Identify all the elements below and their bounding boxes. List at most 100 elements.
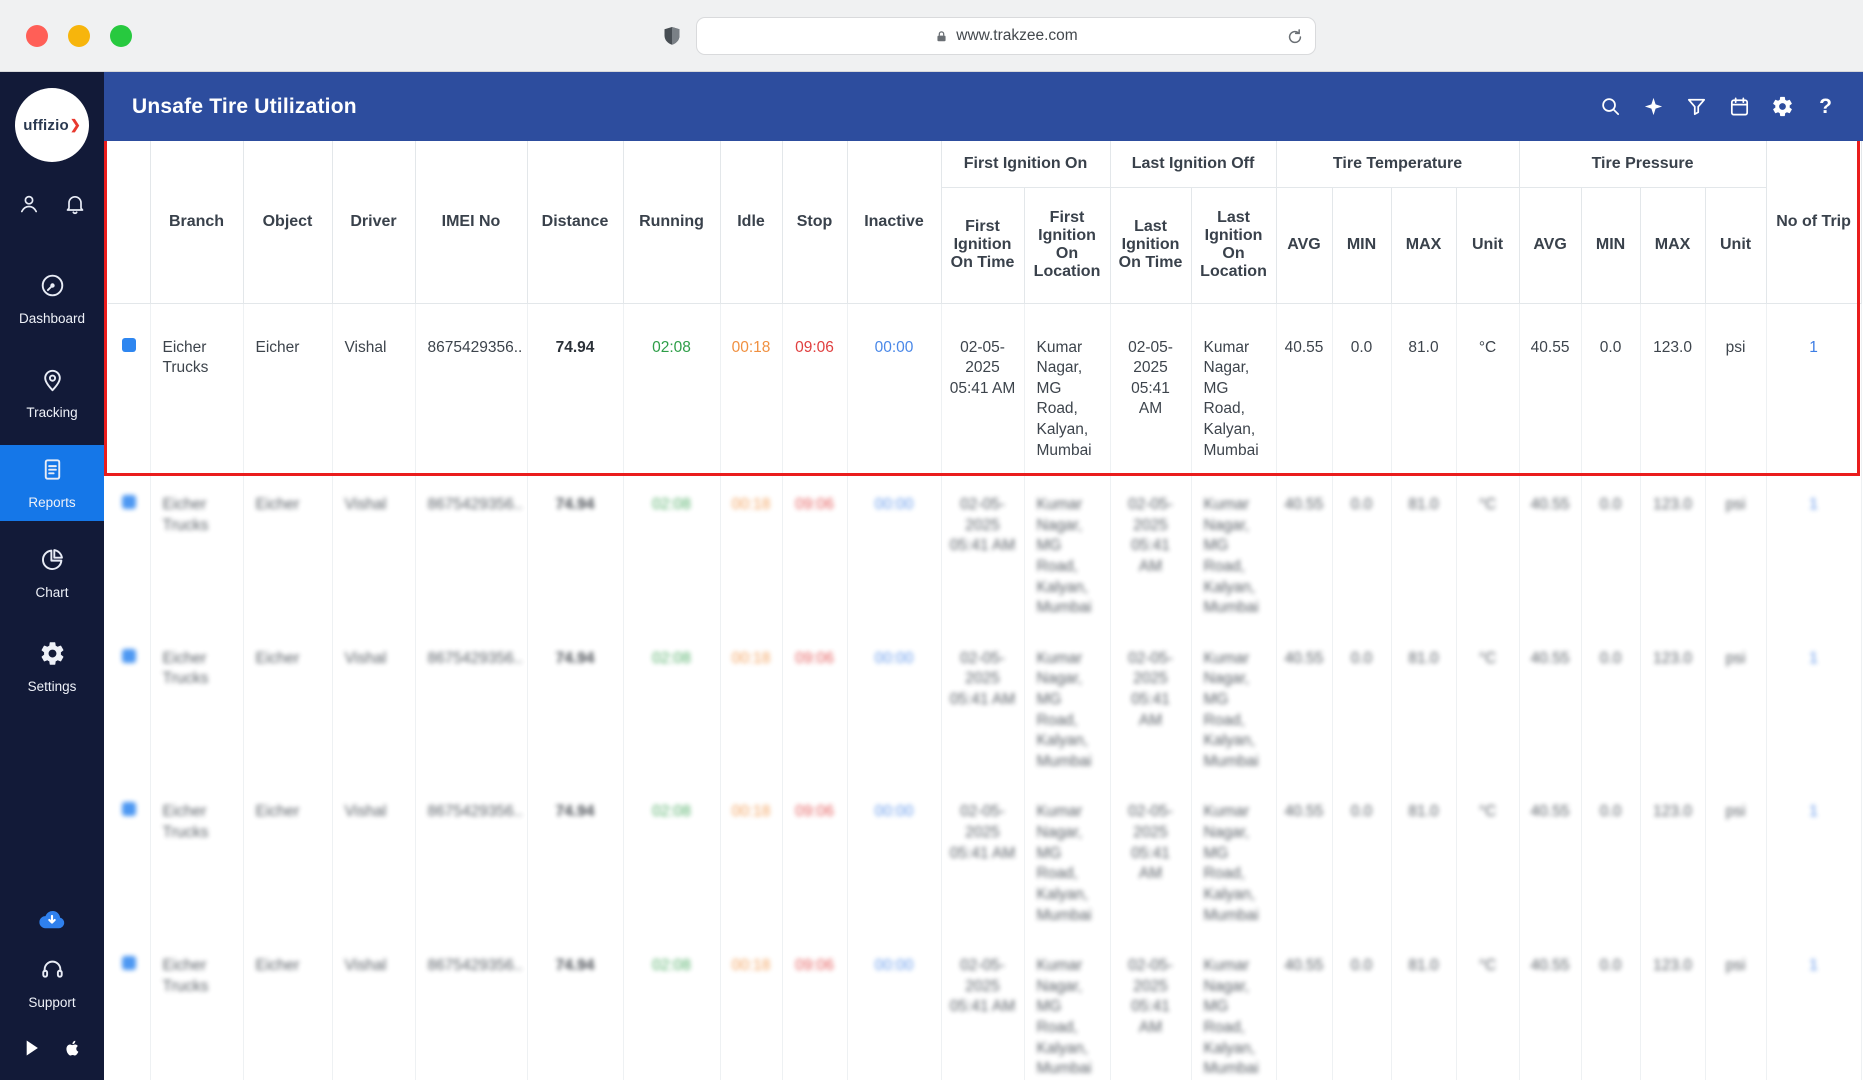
vehicle-icon[interactable] bbox=[121, 956, 136, 971]
cell-temp-max: 81.0 bbox=[1391, 475, 1457, 629]
settings-gear-icon[interactable] bbox=[1771, 95, 1794, 118]
user-icon[interactable] bbox=[17, 192, 41, 221]
cell-distance: 74.94 bbox=[527, 303, 624, 476]
window-close-button[interactable] bbox=[26, 24, 48, 47]
col-header-temp-unit: Unit bbox=[1456, 187, 1520, 304]
cell-object: Eicher bbox=[243, 936, 333, 1080]
help-icon[interactable]: ? bbox=[1819, 94, 1832, 118]
filter-icon[interactable] bbox=[1685, 95, 1708, 118]
cell-first-ignition-time: 02-05-2025 05:41 AM bbox=[941, 936, 1025, 1080]
col-header-object: Object bbox=[243, 141, 333, 304]
cell-first-ignition-time: 02-05-2025 05:41 AM bbox=[941, 303, 1025, 476]
apple-icon[interactable] bbox=[61, 1037, 83, 1064]
cell-vehicle bbox=[108, 303, 151, 476]
cloud-download-icon[interactable] bbox=[35, 902, 69, 941]
trip-count-link[interactable]: 1 bbox=[1766, 303, 1862, 476]
search-icon[interactable] bbox=[1599, 95, 1622, 118]
trip-count-link[interactable]: 1 bbox=[1766, 628, 1862, 783]
favorites-star-icon[interactable] bbox=[1642, 95, 1665, 118]
cell-first-ignition-time: 02-05-2025 05:41 AM bbox=[941, 782, 1025, 937]
report-table: Branch Object Driver IMEI No Distance Ru… bbox=[108, 141, 1862, 1080]
cell-pressure-min: 0.0 bbox=[1581, 303, 1641, 476]
cell-temp-avg: 40.55 bbox=[1276, 628, 1333, 783]
cell-temp-unit: °C bbox=[1456, 782, 1520, 937]
schedule-calendar-icon[interactable] bbox=[1728, 95, 1751, 118]
cell-last-ignition-location: Kumar Nagar, MG Road, Kalyan, Mumbai bbox=[1191, 782, 1277, 937]
col-header-pressure-min: MIN bbox=[1581, 187, 1641, 304]
cell-branch: Eicher Trucks bbox=[150, 782, 244, 937]
vehicle-icon[interactable] bbox=[121, 337, 136, 352]
cell-temp-max: 81.0 bbox=[1391, 782, 1457, 937]
cell-pressure-avg: 40.55 bbox=[1519, 782, 1582, 937]
sidebar-item-settings[interactable]: Settings bbox=[0, 629, 104, 705]
vehicle-icon[interactable] bbox=[121, 495, 136, 510]
window-minimize-button[interactable] bbox=[68, 24, 90, 47]
trip-count-link[interactable]: 1 bbox=[1766, 475, 1862, 629]
sidebar-item-dashboard[interactable]: Dashboard bbox=[0, 261, 104, 337]
cell-stop: 09:06 bbox=[782, 303, 848, 476]
cell-inactive: 00:00 bbox=[847, 475, 942, 629]
app-header: Unsafe Tire Utilization ? bbox=[104, 72, 1863, 141]
vehicle-icon[interactable] bbox=[121, 648, 136, 663]
group-header-tire-temperature: Tire Temperature bbox=[1276, 141, 1520, 188]
cell-pressure-unit: psi bbox=[1705, 782, 1767, 937]
map-pin-icon bbox=[39, 366, 66, 398]
table-row[interactable]: Eicher Trucks Eicher Vishal 8675429356..… bbox=[108, 936, 1862, 1080]
cell-first-ignition-time: 02-05-2025 05:41 AM bbox=[941, 475, 1025, 629]
col-header-no-of-trip: No of Trip bbox=[1766, 141, 1862, 304]
cell-temp-min: 0.0 bbox=[1332, 628, 1392, 783]
trip-count-link[interactable]: 1 bbox=[1766, 782, 1862, 937]
cell-distance: 74.94 bbox=[527, 782, 624, 937]
cell-pressure-unit: psi bbox=[1705, 628, 1767, 783]
cell-distance: 74.94 bbox=[527, 936, 624, 1080]
cell-pressure-min: 0.0 bbox=[1581, 782, 1641, 937]
sidebar-item-chart[interactable]: Chart bbox=[0, 535, 104, 611]
sidebar-item-support[interactable]: Support bbox=[0, 945, 104, 1021]
cell-branch: Eicher Trucks bbox=[150, 303, 244, 476]
cell-imei: 8675429356.. bbox=[415, 628, 528, 783]
cell-temp-max: 81.0 bbox=[1391, 303, 1457, 476]
cell-temp-min: 0.0 bbox=[1332, 782, 1392, 937]
cell-branch: Eicher Trucks bbox=[150, 475, 244, 629]
address-bar[interactable]: www.trakzee.com bbox=[696, 17, 1316, 55]
col-header-pressure-unit: Unit bbox=[1705, 187, 1767, 304]
col-header-select bbox=[108, 141, 151, 304]
sidebar-item-reports[interactable]: Reports bbox=[0, 445, 104, 521]
play-store-icon[interactable] bbox=[21, 1037, 43, 1064]
cell-branch: Eicher Trucks bbox=[150, 628, 244, 783]
cell-running: 02:08 bbox=[623, 628, 721, 783]
col-header-first-ignition-on-location: First Ignition On Location bbox=[1024, 187, 1111, 304]
table-row[interactable]: Eicher Trucks Eicher Vishal 8675429356..… bbox=[108, 628, 1862, 783]
cell-temp-unit: °C bbox=[1456, 936, 1520, 1080]
uffizio-logo[interactable]: uffizio ❯ bbox=[15, 88, 89, 162]
sidebar-item-tracking[interactable]: Tracking bbox=[0, 355, 104, 431]
cell-last-ignition-location: Kumar Nagar, MG Road, Kalyan, Mumbai bbox=[1191, 628, 1277, 783]
cell-pressure-max: 123.0 bbox=[1640, 475, 1706, 629]
group-header-last-ignition-off: Last Ignition Off bbox=[1110, 141, 1277, 188]
headset-icon bbox=[39, 956, 66, 988]
cell-pressure-avg: 40.55 bbox=[1519, 936, 1582, 1080]
notifications-bell-icon[interactable] bbox=[63, 192, 87, 221]
cell-vehicle bbox=[108, 936, 151, 1080]
cell-imei: 8675429356.. bbox=[415, 303, 528, 476]
cell-first-ignition-time: 02-05-2025 05:41 AM bbox=[941, 628, 1025, 783]
window-zoom-button[interactable] bbox=[110, 24, 132, 47]
page-title: Unsafe Tire Utilization bbox=[132, 94, 357, 118]
col-header-inactive: Inactive bbox=[847, 141, 942, 304]
cell-running: 02:08 bbox=[623, 936, 721, 1080]
group-header-tire-pressure: Tire Pressure bbox=[1519, 141, 1767, 188]
table-row[interactable]: Eicher Trucks Eicher Vishal 8675429356..… bbox=[108, 303, 1862, 476]
sidebar-item-label: Tracking bbox=[26, 405, 78, 420]
refresh-icon[interactable] bbox=[1285, 27, 1305, 47]
table-row[interactable]: Eicher Trucks Eicher Vishal 8675429356..… bbox=[108, 782, 1862, 937]
gear-icon bbox=[39, 640, 66, 672]
cell-distance: 74.94 bbox=[527, 475, 624, 629]
cell-pressure-max: 123.0 bbox=[1640, 303, 1706, 476]
table-row[interactable]: Eicher Trucks Eicher Vishal 8675429356..… bbox=[108, 475, 1862, 629]
col-header-imei: IMEI No bbox=[415, 141, 528, 304]
vehicle-icon[interactable] bbox=[121, 802, 136, 817]
trip-count-link[interactable]: 1 bbox=[1766, 936, 1862, 1080]
cell-pressure-max: 123.0 bbox=[1640, 936, 1706, 1080]
col-header-driver: Driver bbox=[332, 141, 416, 304]
privacy-shield-icon[interactable] bbox=[660, 24, 684, 48]
